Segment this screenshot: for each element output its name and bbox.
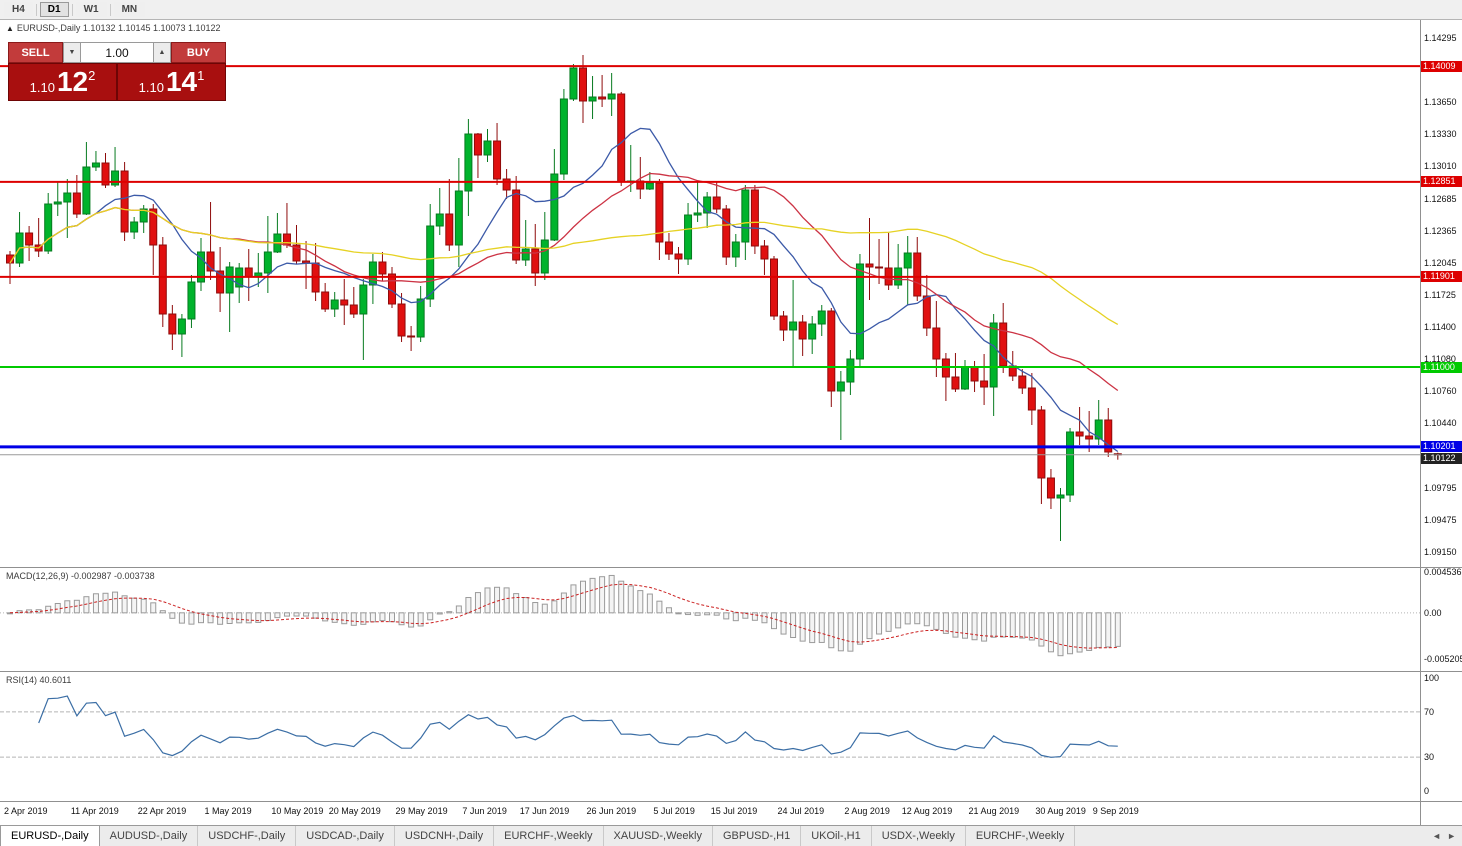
macd-panel[interactable]: MACD(12,26,9) -0.002987 -0.003738: [0, 568, 1462, 672]
symbol-tab-2[interactable]: USDCHF-,Daily: [198, 826, 297, 846]
sell-price-pipette: 2: [88, 68, 96, 83]
toolbar-separator: [35, 3, 37, 16]
level-price-tag: 1.11901: [1421, 271, 1462, 283]
sell-price-button[interactable]: 1.10 12 2: [9, 64, 116, 100]
price-tick: 1.09475: [1424, 514, 1457, 525]
date-tick: 10 May 2019: [271, 806, 324, 816]
price-tick: 1.11400: [1424, 322, 1456, 332]
date-tick: 26 Jun 2019: [586, 806, 637, 816]
sell-price-pips: 12: [56, 66, 89, 97]
date-tick: 9 Sep 2019: [1092, 806, 1139, 816]
date-tick: 20 May 2019: [328, 806, 381, 816]
toolbar-separator: [71, 3, 73, 16]
date-tick: 7 Jun 2019: [462, 806, 507, 816]
symbol-ohlc-label: EURUSD-,Daily 1.10132 1.10145 1.10073 1.…: [16, 23, 221, 33]
level-price-tag: 1.10201: [1421, 441, 1462, 453]
timeframe-toolbar: H4 D1 W1 MN: [0, 0, 1462, 20]
symbol-tab-3[interactable]: USDCAD-,Daily: [296, 826, 395, 846]
sell-button[interactable]: SELL: [8, 42, 63, 63]
price-axis[interactable]: 1.14295 1.13650 1.13330 1.13010 1.12685 1.123…: [1420, 20, 1462, 825]
macd-tick: 0.00: [1424, 607, 1442, 618]
price-tick: 1.09150: [1424, 547, 1457, 557]
symbol-tab-8[interactable]: UKOil-,H1: [801, 826, 872, 846]
current-price-tag: 1.10122: [1421, 452, 1462, 464]
chart-header: ▲ EURUSD-,Daily 1.10132 1.10145 1.10073 1…: [6, 23, 221, 33]
timeframe-button-mn[interactable]: MN: [113, 2, 146, 17]
macd-chart[interactable]: [0, 568, 1420, 672]
rsi-chart[interactable]: [0, 672, 1420, 802]
buy-price-pips: 14: [165, 66, 198, 97]
date-tick: 24 Jul 2019: [777, 806, 825, 816]
toolbar-separator: [109, 3, 111, 16]
macd-tick: -0.005205: [1424, 654, 1462, 665]
tab-scroll-buttons: ◄ ►: [1426, 826, 1462, 846]
date-tick: 11 Apr 2019: [70, 806, 119, 816]
date-tick: 5 Jul 2019: [653, 806, 695, 816]
rsi-tick: 0: [1424, 786, 1430, 796]
price-tick: 1.13650: [1424, 97, 1457, 107]
symbol-tab-1[interactable]: AUDUSD-,Daily: [100, 826, 199, 846]
price-tick: 1.13010: [1424, 161, 1457, 171]
tab-scroll-left-icon[interactable]: ◄: [1432, 831, 1442, 841]
price-tick: 1.12365: [1424, 225, 1457, 236]
rsi-label: RSI(14) 40.6011: [6, 675, 72, 685]
macd-tick: 0.004536: [1424, 567, 1462, 578]
level-price-tag: 1.14009: [1421, 60, 1462, 72]
date-tick: 15 Jul 2019: [710, 806, 758, 816]
date-tick: 17 Jun 2019: [519, 806, 570, 816]
rsi-tick: 100: [1424, 673, 1440, 683]
date-tick: 22 Apr 2019: [137, 806, 187, 816]
timeframe-button-h4[interactable]: H4: [4, 2, 33, 17]
price-tick: 1.12045: [1424, 257, 1457, 268]
rsi-tick: 70: [1424, 706, 1435, 717]
buy-price-button[interactable]: 1.10 14 1: [118, 64, 225, 100]
candlestick-chart[interactable]: [0, 20, 1420, 568]
date-tick: 1 May 2019: [204, 806, 252, 816]
price-tick: 1.11080: [1424, 354, 1456, 364]
tab-scroll-right-icon[interactable]: ►: [1447, 831, 1456, 841]
price-chart-panel[interactable]: ▲ EURUSD-,Daily 1.10132 1.10145 1.10073 1…: [0, 20, 1462, 568]
date-tick: 21 Aug 2019: [968, 806, 1020, 816]
price-tick: 1.12685: [1424, 193, 1457, 204]
buy-price-pipette: 1: [197, 68, 205, 83]
price-tick: 1.11725: [1424, 289, 1456, 300]
price-tick: 1.10760: [1424, 386, 1457, 396]
volume-decrease-button[interactable]: ▼: [63, 42, 81, 63]
rsi-tick: 30: [1424, 752, 1435, 763]
buy-price-prefix: 1.10: [138, 80, 164, 95]
collapse-chart-icon[interactable]: ▲: [6, 24, 14, 33]
timeframe-button-w1[interactable]: W1: [75, 2, 107, 17]
date-tick: 2 Aug 2019: [844, 806, 890, 816]
date-tick: 29 May 2019: [395, 806, 448, 816]
symbol-tab-10[interactable]: EURCHF-,Weekly: [966, 826, 1076, 846]
trade-widget-divider: [116, 64, 118, 100]
level-price-tag: 1.11000: [1421, 361, 1462, 373]
price-tick: 1.14295: [1424, 32, 1457, 43]
chart-area: ▲ EURUSD-,Daily 1.10132 1.10145 1.10073 1…: [0, 20, 1462, 824]
symbol-tab-0[interactable]: EURUSD-,Daily: [0, 826, 100, 846]
sell-price-prefix: 1.10: [29, 80, 55, 95]
volume-input[interactable]: [81, 42, 153, 63]
level-price-tag: 1.12851: [1421, 176, 1462, 188]
volume-increase-button[interactable]: ▲: [153, 42, 171, 63]
timeframe-button-d1[interactable]: D1: [39, 2, 69, 17]
symbol-tab-9[interactable]: USDX-,Weekly: [872, 826, 966, 846]
symbol-tab-5[interactable]: EURCHF-,Weekly: [494, 826, 604, 846]
symbol-tab-6[interactable]: XAUUSD-,Weekly: [604, 826, 713, 846]
date-tick: 30 Aug 2019: [1035, 806, 1086, 816]
price-tick: 1.09795: [1424, 482, 1457, 493]
symbol-tab-4[interactable]: USDCNH-,Daily: [395, 826, 495, 846]
macd-label: MACD(12,26,9) -0.002987 -0.003738: [6, 571, 155, 581]
date-tick: 2 Apr 2019: [4, 806, 48, 816]
price-tick: 1.10440: [1424, 418, 1457, 428]
symbol-tab-7[interactable]: GBPUSD-,H1: [713, 826, 802, 846]
time-axis[interactable]: 2 Apr 2019 11 Apr 2019 22 Apr 2019 1 May 20…: [0, 802, 1462, 824]
rsi-panel[interactable]: RSI(14) 40.6011: [0, 672, 1462, 802]
symbol-tabs-bar: EURUSD-,Daily AUDUSD-,Daily USDCHF-,Daily U…: [0, 825, 1462, 846]
buy-button[interactable]: BUY: [171, 42, 226, 63]
date-tick: 12 Aug 2019: [901, 806, 953, 816]
price-tick: 1.13330: [1424, 129, 1457, 139]
